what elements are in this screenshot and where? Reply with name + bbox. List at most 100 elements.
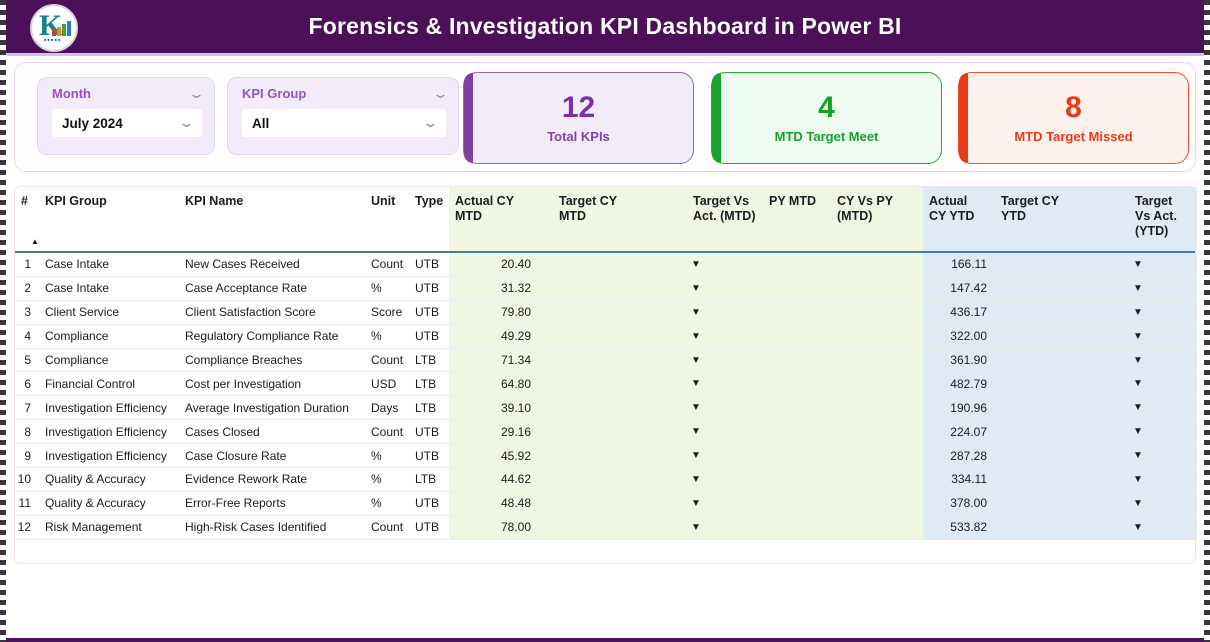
cell-kpi-group: Financial Control <box>45 376 136 391</box>
mtd-target-missed-card[interactable]: 8 MTD Target Missed <box>958 72 1189 164</box>
cell-actual-cy-mtd: 45.92 <box>449 444 553 468</box>
cell-actual-cy-mtd: 49.29 <box>449 324 553 348</box>
filter-and-kpi-panel: Month ⌄ July 2024 ⌄ KPI Group ⌄ All ⌄ 12… <box>14 62 1196 172</box>
cell-target-vs-act-ytd-indicator-icon: ▼ <box>1129 348 1197 372</box>
right-perforated-border <box>1204 0 1210 642</box>
kpi-group-slicer-collapse-chevron-icon[interactable]: ⌄ <box>431 85 450 101</box>
cell-index: 1 <box>24 257 31 272</box>
cell-py-mtd <box>763 300 831 324</box>
column-header-target-vs-act-mtd[interactable]: Target Vs Act. (MTD) <box>687 187 763 251</box>
cell-cy-vs-py-mtd <box>831 300 923 324</box>
kpi-group-dropdown-chevron-icon[interactable]: ⌄ <box>421 115 440 130</box>
cell-kpi-name: New Cases Received <box>185 257 300 272</box>
month-slicer-collapse-chevron-icon[interactable]: ⌄ <box>187 85 206 101</box>
cell-kpi-group: Compliance <box>45 353 109 367</box>
cell-index: 8 <box>24 424 31 439</box>
table-row[interactable]: 8 Investigation Efficiency Cases Closed … <box>15 420 1197 445</box>
column-header-unit[interactable]: Unit <box>371 194 396 208</box>
cell-py-mtd <box>763 276 831 300</box>
cell-py-mtd <box>763 468 831 491</box>
cell-py-mtd <box>763 396 831 420</box>
cell-type: UTB <box>415 257 439 272</box>
cell-kpi-name: Cases Closed <box>185 424 260 439</box>
cell-target-cy-ytd <box>995 515 1129 539</box>
column-header-target-cy-ytd[interactable]: Target CY YTD <box>995 187 1129 251</box>
table-row[interactable]: 7 Investigation Efficiency Average Inves… <box>15 396 1197 421</box>
cell-py-mtd <box>763 420 831 444</box>
cell-py-mtd <box>763 444 831 468</box>
cell-index: 10 <box>17 472 31 487</box>
cell-target-vs-act-ytd-indicator-icon: ▼ <box>1129 276 1197 300</box>
column-header-type[interactable]: Type <box>415 194 444 208</box>
cell-target-vs-act-mtd-indicator-icon: ▼ <box>687 300 763 324</box>
table-row[interactable]: 1 Case Intake New Cases Received Count U… <box>15 253 1197 277</box>
sort-ascending-icon[interactable]: ▲ <box>31 237 39 246</box>
cell-unit: % <box>371 496 382 511</box>
column-header-py-mtd[interactable]: PY MTD <box>763 187 831 251</box>
cell-kpi-group: Investigation Efficiency <box>45 448 167 463</box>
cell-target-vs-act-mtd-indicator-icon: ▼ <box>687 253 763 276</box>
column-header-actual-cy-mtd[interactable]: Actual CY MTD <box>449 187 553 251</box>
month-dropdown-chevron-icon[interactable]: ⌄ <box>177 115 196 130</box>
cell-kpi-name: High-Risk Cases Identified <box>185 520 327 535</box>
cell-type: LTB <box>415 472 437 487</box>
cell-actual-cy-ytd: 287.28 <box>923 444 995 468</box>
cell-target-vs-act-mtd-indicator-icon: ▼ <box>687 468 763 491</box>
cell-kpi-name: Regulatory Compliance Rate <box>185 329 339 344</box>
table-row[interactable]: 5 Compliance Compliance Breaches Count L… <box>15 348 1197 373</box>
cell-target-vs-act-mtd-indicator-icon: ▼ <box>687 491 763 515</box>
month-slicer: Month ⌄ July 2024 ⌄ <box>37 77 215 155</box>
column-header-target-cy-mtd[interactable]: Target CY MTD <box>553 187 687 251</box>
table-row[interactable]: 2 Case Intake Case Acceptance Rate % UTB… <box>15 276 1197 301</box>
cell-unit: Count <box>371 353 404 367</box>
column-header-kpi-name[interactable]: KPI Name <box>185 194 244 208</box>
cell-py-mtd <box>763 348 831 372</box>
cell-unit: Count <box>371 520 404 535</box>
column-header-target-vs-act-ytd[interactable]: Target Vs Act. (YTD) <box>1129 187 1197 251</box>
cell-target-cy-ytd <box>995 444 1129 468</box>
cell-target-cy-ytd <box>995 300 1129 324</box>
cell-index: 4 <box>24 329 31 344</box>
column-header-actual-cy-ytd[interactable]: Actual CY YTD <box>923 187 995 251</box>
table-row[interactable]: 10 Quality & Accuracy Evidence Rework Ra… <box>15 468 1197 492</box>
month-dropdown[interactable]: July 2024 ⌄ <box>52 109 202 137</box>
mtd-target-meet-card[interactable]: 4 MTD Target Meet <box>711 72 942 164</box>
cell-target-cy-ytd <box>995 372 1129 396</box>
cell-target-vs-act-mtd-indicator-icon: ▼ <box>687 444 763 468</box>
kpi-group-dropdown[interactable]: All ⌄ <box>242 109 446 137</box>
column-header-kpi-group[interactable]: KPI Group <box>45 194 107 208</box>
month-slicer-label: Month <box>52 86 91 101</box>
total-kpis-card[interactable]: 12 Total KPIs <box>463 72 694 164</box>
cell-kpi-group: Investigation Efficiency <box>45 424 167 439</box>
cell-target-vs-act-ytd-indicator-icon: ▼ <box>1129 253 1197 276</box>
table-row[interactable]: 9 Investigation Efficiency Case Closure … <box>15 444 1197 469</box>
cell-target-cy-mtd <box>553 396 687 420</box>
table-row[interactable]: 11 Quality & Accuracy Error-Free Reports… <box>15 491 1197 516</box>
table-row[interactable]: 6 Financial Control Cost per Investigati… <box>15 372 1197 397</box>
cell-target-cy-mtd <box>553 348 687 372</box>
cell-kpi-name: Case Closure Rate <box>185 448 287 463</box>
column-header-cy-vs-py-mtd[interactable]: CY Vs PY (MTD) <box>831 187 923 251</box>
cell-unit: % <box>371 281 382 296</box>
column-header-index[interactable]: # <box>21 194 28 208</box>
cell-unit: % <box>371 329 382 344</box>
cell-cy-vs-py-mtd <box>831 372 923 396</box>
cell-cy-vs-py-mtd <box>831 515 923 539</box>
cell-actual-cy-mtd: 31.32 <box>449 276 553 300</box>
table-row[interactable]: 4 Compliance Regulatory Compliance Rate … <box>15 324 1197 349</box>
cell-target-cy-mtd <box>553 468 687 491</box>
cell-target-cy-ytd <box>995 348 1129 372</box>
cell-index: 7 <box>24 400 31 415</box>
table-row[interactable]: 3 Client Service Client Satisfaction Sco… <box>15 300 1197 325</box>
cell-type: UTB <box>415 281 439 296</box>
cell-actual-cy-mtd: 29.16 <box>449 420 553 444</box>
cell-actual-cy-mtd: 44.62 <box>449 468 553 491</box>
table-row[interactable]: 12 Risk Management High-Risk Cases Ident… <box>15 515 1197 540</box>
cell-target-cy-ytd <box>995 420 1129 444</box>
cell-unit: USD <box>371 376 397 391</box>
mtd-target-meet-card-accent-bar <box>712 73 721 163</box>
cell-kpi-name: Client Satisfaction Score <box>185 305 316 320</box>
cell-kpi-name: Case Acceptance Rate <box>185 281 308 296</box>
cell-py-mtd <box>763 324 831 348</box>
cell-kpi-group: Case Intake <box>45 281 110 296</box>
